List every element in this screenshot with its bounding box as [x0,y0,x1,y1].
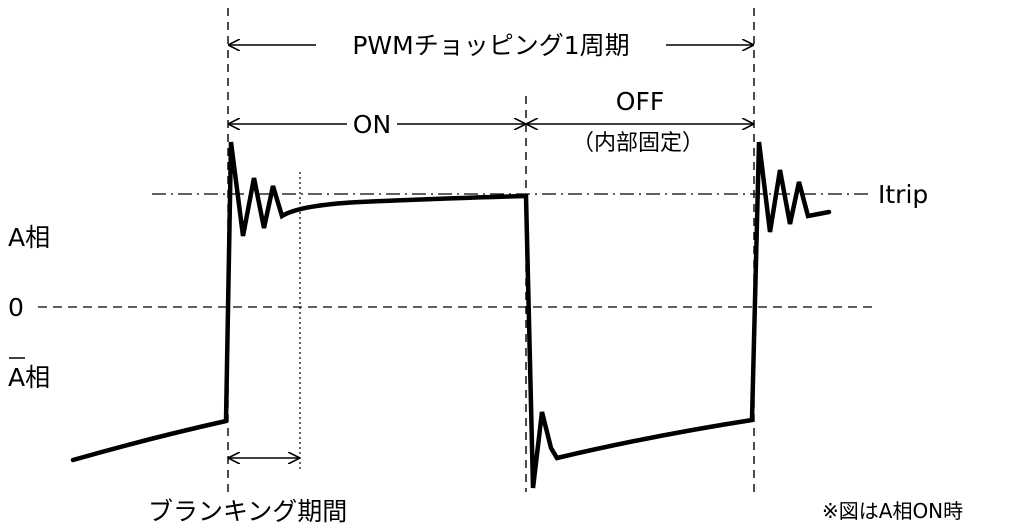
period-label: PWMチョッピング1周期 [352,31,629,60]
off-label: OFF [616,87,664,116]
phase-a-label: A相 [8,223,50,252]
blanking-label: ブランキング期間 [148,497,347,526]
note-label: ※図はA相ON時 [822,499,963,523]
on-label: ON [353,110,391,139]
phase-a-bar-label: A相 [8,363,50,392]
zero-label: 0 [8,293,24,322]
itrip-label: Itrip [878,180,928,209]
off-sub-label: （内部固定） [572,131,704,156]
current-waveform [70,141,832,489]
